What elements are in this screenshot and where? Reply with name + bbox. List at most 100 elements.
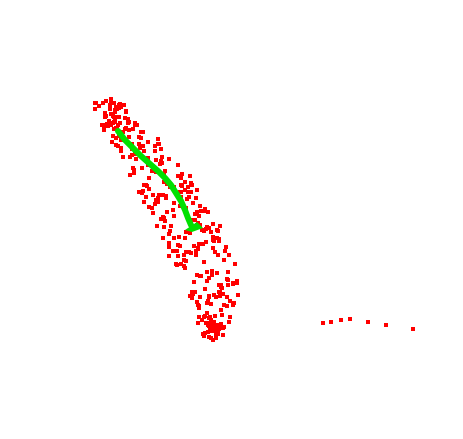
location-point — [209, 302, 213, 306]
location-point — [235, 281, 239, 285]
location-point — [118, 102, 122, 106]
location-point — [108, 107, 112, 111]
location-point — [137, 142, 141, 146]
location-point — [93, 107, 97, 111]
location-point — [198, 274, 202, 278]
location-point — [172, 201, 176, 205]
location-point — [151, 193, 155, 197]
location-point — [179, 176, 183, 180]
location-point — [124, 110, 128, 114]
location-point — [101, 101, 105, 105]
location-point — [156, 200, 160, 204]
location-point — [219, 285, 223, 289]
location-point — [203, 331, 207, 335]
location-point — [214, 330, 218, 334]
location-point — [127, 120, 131, 124]
location-point — [209, 230, 213, 234]
location-point — [183, 236, 187, 240]
location-point — [186, 185, 190, 189]
location-point — [150, 206, 154, 210]
location-point — [214, 295, 218, 299]
location-point — [123, 127, 127, 131]
location-point — [205, 279, 209, 283]
location-point — [179, 262, 183, 266]
location-point — [218, 224, 222, 228]
location-point — [208, 315, 212, 319]
location-point — [217, 290, 221, 294]
location-point — [189, 190, 193, 194]
location-point — [220, 313, 224, 317]
location-point — [203, 287, 207, 291]
location-point — [161, 193, 165, 197]
location-point — [184, 259, 188, 263]
location-point — [188, 174, 192, 178]
location-point — [127, 135, 131, 139]
location-point — [140, 166, 144, 170]
location-point — [146, 140, 150, 144]
location-point — [190, 296, 194, 300]
location-point — [193, 290, 197, 294]
location-point — [217, 327, 221, 331]
location-point — [339, 318, 343, 322]
location-point — [197, 242, 201, 246]
location-point — [195, 273, 199, 277]
location-point — [198, 295, 202, 299]
location-point — [119, 146, 123, 150]
location-point — [183, 188, 187, 192]
location-point — [198, 204, 202, 208]
location-point — [167, 157, 171, 161]
location-point — [163, 219, 167, 223]
location-point — [161, 215, 165, 219]
location-point — [167, 232, 171, 236]
location-point — [150, 169, 154, 173]
location-point — [214, 336, 218, 340]
location-point — [147, 176, 151, 180]
location-point — [213, 250, 217, 254]
location-point — [210, 273, 214, 277]
location-point — [167, 245, 171, 249]
location-point — [197, 214, 201, 218]
location-point — [144, 195, 148, 199]
location-point — [225, 304, 229, 308]
location-point — [207, 335, 211, 339]
location-point — [157, 193, 161, 197]
location-point — [154, 158, 158, 162]
location-point — [204, 227, 208, 231]
location-point — [108, 103, 112, 107]
location-point — [411, 327, 415, 331]
location-point — [160, 155, 164, 159]
location-point — [178, 244, 182, 248]
location-point — [172, 236, 176, 240]
location-point — [202, 260, 206, 264]
location-point — [156, 196, 160, 200]
location-point — [205, 311, 209, 315]
location-point — [187, 250, 191, 254]
location-point — [151, 211, 155, 215]
location-point — [236, 293, 240, 297]
location-point — [366, 320, 370, 324]
location-point — [233, 262, 237, 266]
location-point — [140, 191, 144, 195]
location-point — [196, 247, 200, 251]
location-point — [133, 121, 137, 125]
location-point — [141, 144, 145, 148]
location-point — [179, 190, 183, 194]
location-point — [184, 230, 188, 234]
location-point — [211, 338, 215, 342]
location-point — [225, 295, 229, 299]
location-point — [219, 322, 223, 326]
location-point — [199, 209, 203, 213]
location-point — [227, 320, 231, 324]
location-point — [165, 210, 169, 214]
location-point — [103, 114, 107, 118]
location-point — [206, 330, 210, 334]
location-point — [195, 188, 199, 192]
location-point — [222, 303, 226, 307]
location-point — [123, 116, 127, 120]
location-point — [211, 235, 215, 239]
location-point — [161, 236, 165, 240]
location-point — [215, 271, 219, 275]
location-point — [222, 258, 226, 262]
